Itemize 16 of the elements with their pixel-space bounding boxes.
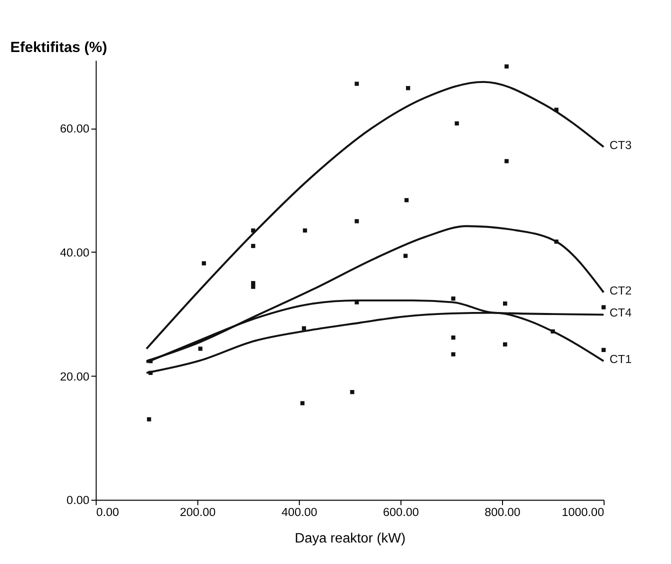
y-tick-label: 20.00	[60, 370, 90, 384]
x-tick-label: 400.00	[281, 506, 318, 519]
x-tick-label: 800.00	[484, 506, 521, 519]
x-tick-label: 0.00	[96, 506, 120, 519]
series-label: CT2	[609, 284, 632, 298]
series-label: CT3	[609, 138, 632, 152]
x-tick-label: 1000.00	[562, 506, 605, 519]
y-tick-label: 40.00	[60, 246, 90, 260]
x-axis-title: Daya reaktor (kW)	[294, 530, 406, 546]
x-tick-label: 200.00	[180, 506, 216, 519]
x-tick-label: 600.00	[383, 506, 420, 519]
y-axis-title: Efektifitas (%)	[10, 40, 108, 56]
series-label: CT1	[609, 353, 632, 366]
y-tick-label: 0.00	[66, 494, 90, 508]
y-tick-label: 60.00	[60, 122, 90, 136]
series-label: CT4	[609, 306, 632, 320]
